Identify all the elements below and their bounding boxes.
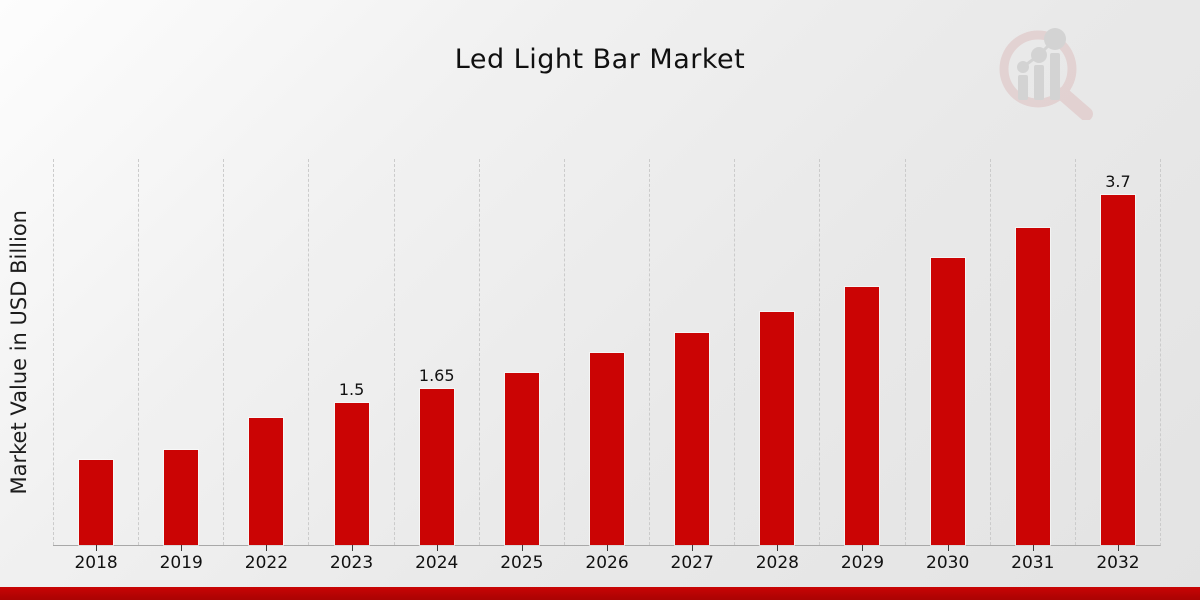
x-axis-label-2028: 2028 — [755, 553, 799, 573]
x-axis-tick — [607, 545, 609, 551]
bar-group-2025: 2025 — [478, 159, 564, 573]
y-axis-title-wrap: Market Value in USD Billion — [4, 159, 34, 545]
bar-group-2027: 2027 — [649, 159, 734, 573]
x-axis-tick — [96, 545, 98, 551]
x-axis-tick — [777, 545, 779, 551]
bar-group-2032: 3.7 2032 — [1074, 159, 1160, 573]
bar-group-2028: 2028 — [734, 159, 819, 573]
bar-value-label-2024: 1.65 — [418, 366, 455, 385]
x-axis-tick — [947, 545, 949, 551]
x-axis-tick — [862, 545, 864, 551]
x-axis-label-2030: 2030 — [926, 553, 970, 573]
bar-2024 — [418, 388, 455, 546]
bar-2023 — [333, 402, 370, 546]
chart-title: Led Light Bar Market — [454, 44, 746, 75]
bar-group-2019: 2019 — [138, 159, 223, 573]
x-axis-tick — [436, 545, 438, 551]
bar-2031 — [1014, 227, 1051, 546]
bar-group-2023: 1.5 2023 — [308, 159, 393, 573]
bar-group-2030: 2030 — [904, 159, 990, 573]
x-axis-tick — [1032, 545, 1034, 551]
bar-group-2022: 2022 — [223, 159, 308, 573]
bar-2030 — [929, 257, 966, 546]
x-axis-label-2026: 2026 — [585, 553, 629, 573]
x-axis-tick — [351, 545, 353, 551]
x-axis-tick — [521, 545, 523, 551]
x-axis-label-2019: 2019 — [159, 553, 203, 573]
bar-group-2031: 2031 — [989, 159, 1075, 573]
bar-2022 — [248, 417, 285, 546]
bar-2025 — [503, 372, 540, 546]
brand-logo-watermark — [986, 24, 1108, 121]
x-axis-tick — [692, 545, 694, 551]
x-axis-label-2018: 2018 — [74, 553, 118, 573]
x-axis-label-2031: 2031 — [1011, 553, 1055, 573]
bar-group-2026: 2026 — [563, 159, 649, 573]
x-axis-tick — [1117, 545, 1119, 551]
x-axis-label-2023: 2023 — [329, 553, 374, 573]
plot-area: 2018 2019 2022 1.5 2023 1.65 2024 2025 2026 2027 2… — [53, 159, 1161, 573]
bar-group-2018: 2018 — [53, 159, 138, 573]
bar-group-2029: 2029 — [819, 159, 904, 573]
bar-2018 — [78, 459, 115, 546]
footer-accent-bar — [0, 587, 1200, 600]
y-axis-title: Market Value in USD Billion — [7, 209, 31, 495]
x-axis-label-2024: 2024 — [415, 553, 459, 573]
bar-2027 — [674, 332, 711, 546]
bar-2026 — [589, 352, 626, 546]
bar-value-label-2032: 3.7 — [1105, 172, 1131, 191]
bar-group-2024: 1.65 2024 — [393, 159, 479, 573]
x-axis-tick — [181, 545, 183, 551]
bar-2032 — [1099, 194, 1136, 546]
x-axis-label-2029: 2029 — [840, 553, 885, 573]
x-axis-label-2022: 2022 — [244, 553, 289, 573]
magnifier-bar-chart-icon — [999, 28, 1093, 121]
bar-2019 — [163, 449, 200, 546]
bar-2028 — [759, 311, 796, 546]
bar-2029 — [844, 286, 881, 546]
x-axis-label-2025: 2025 — [500, 553, 544, 573]
bar-value-label-2023: 1.5 — [338, 380, 365, 399]
x-axis-label-2032: 2032 — [1096, 553, 1140, 573]
x-axis-tick — [266, 545, 268, 551]
x-axis-label-2027: 2027 — [670, 553, 714, 573]
